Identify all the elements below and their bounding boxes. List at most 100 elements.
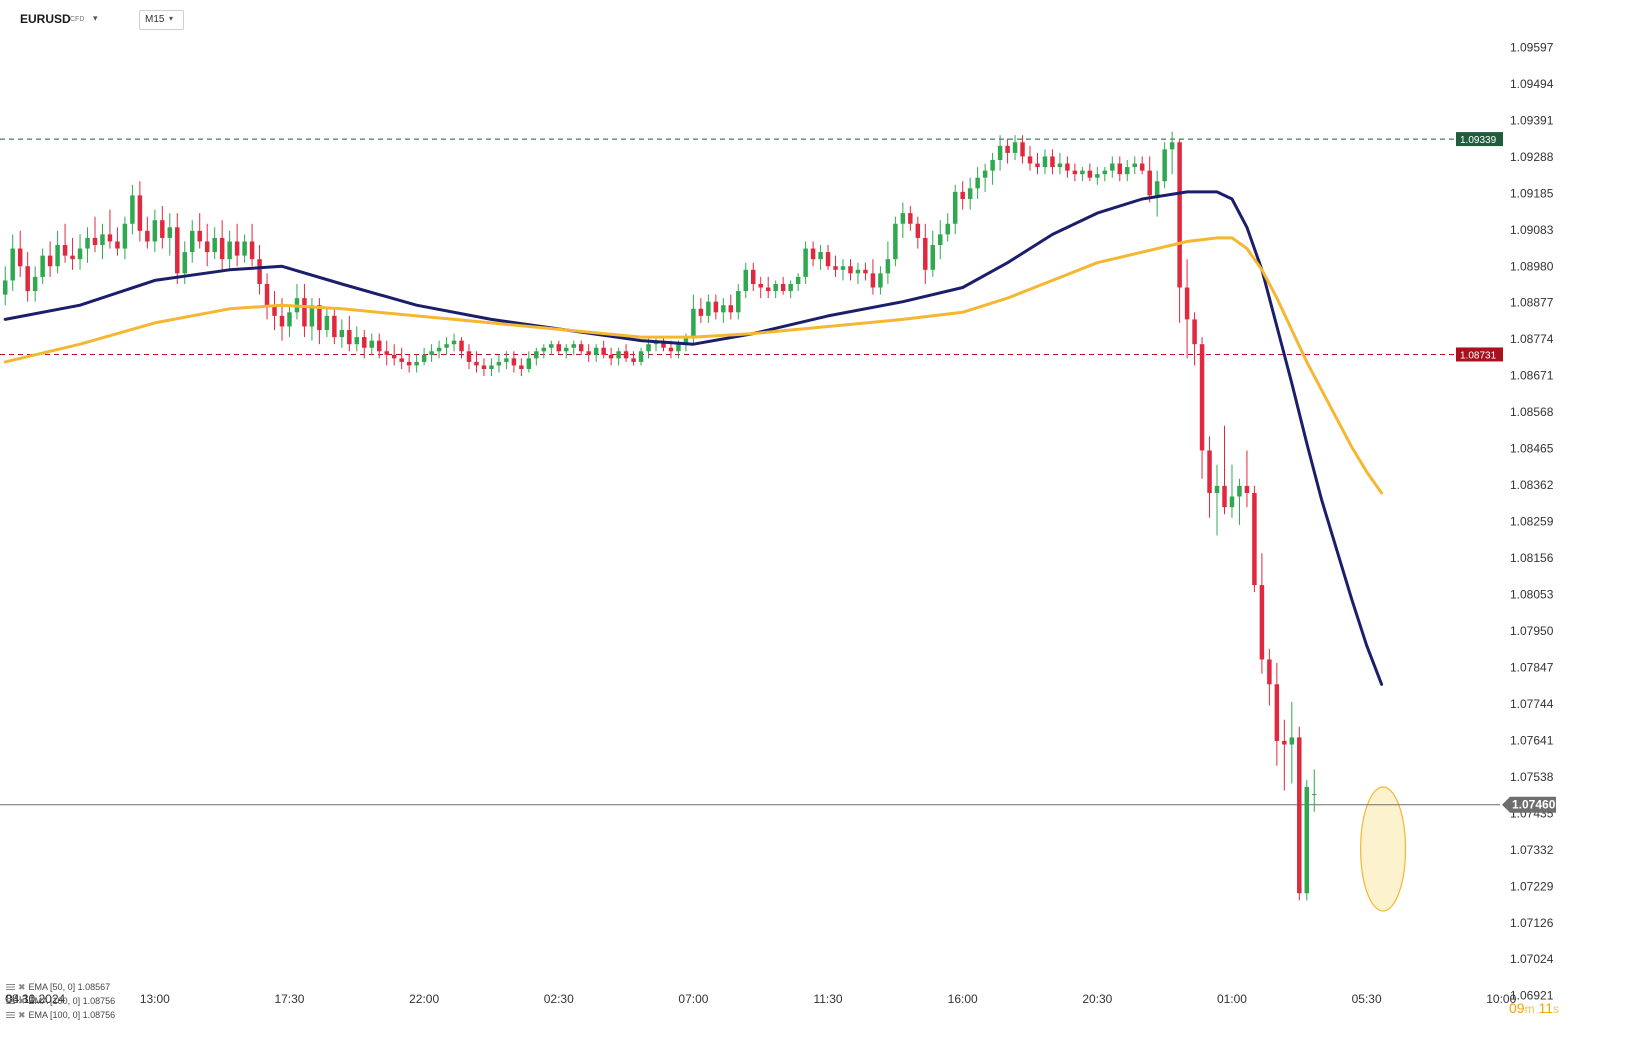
timeframe-label: M15	[145, 14, 165, 25]
candle-body	[77, 248, 83, 260]
indicator-settings-icon[interactable]	[6, 984, 15, 991]
candle-bull	[2, 266, 8, 306]
chevron-down-icon[interactable]: ▾	[93, 13, 98, 23]
candle-body	[825, 252, 831, 267]
indicator-legend-item[interactable]: ✖ EMA [50, 0] 1.08567	[6, 982, 115, 996]
candle-bull	[795, 273, 801, 292]
candle-body	[317, 305, 322, 331]
candle-body	[287, 312, 292, 327]
time-tick-label: 04.11.2024	[6, 992, 65, 1006]
candle-body	[893, 223, 898, 260]
candle-body	[803, 248, 808, 277]
candle-body	[1154, 181, 1160, 196]
candle-bear	[765, 276, 771, 299]
timeframe-dropdown[interactable]: M15 ▾	[139, 10, 184, 30]
candle-body	[1282, 740, 1287, 745]
candle-body	[818, 252, 823, 260]
remove-indicator-icon[interactable]: ✖	[18, 1010, 26, 1020]
candle-bear	[137, 181, 143, 242]
candle-body	[137, 195, 143, 231]
candle-bull	[938, 220, 943, 260]
price-tick-label: 1.09185	[1510, 187, 1554, 201]
candle-bull	[967, 177, 973, 210]
candle-bull	[489, 358, 494, 377]
candle-bull	[421, 347, 427, 366]
candle-bear	[923, 223, 928, 284]
candle-body	[152, 220, 158, 242]
indicator-legend-item[interactable]: ✖ EMA [100, 0] 1.08756	[6, 996, 115, 1010]
candle-body	[1177, 142, 1182, 288]
candle-bear	[197, 213, 202, 249]
indicator-label: EMA [100, 0] 1.08756	[28, 996, 116, 1006]
candle-bull	[504, 351, 509, 369]
remove-indicator-icon[interactable]: ✖	[18, 982, 26, 992]
time-tick-label: 13:00	[140, 992, 170, 1006]
candle-body	[55, 245, 60, 267]
indicator-label: EMA [50, 0] 1.08567	[28, 982, 111, 992]
candle-bear	[1050, 149, 1055, 175]
candle-body	[982, 170, 988, 178]
candle-body	[339, 330, 345, 338]
candle-bull	[429, 344, 434, 362]
candle-bear	[631, 351, 636, 366]
indicator-settings-icon[interactable]	[6, 1012, 15, 1019]
candle-bear	[47, 241, 53, 277]
candle-body	[863, 269, 868, 274]
current-price-badge: 1.07460	[1502, 796, 1556, 813]
candle-body	[1102, 170, 1108, 175]
price-tick-label: 1.08053	[1510, 588, 1554, 602]
candle-bear	[474, 351, 479, 373]
candle-body	[496, 361, 502, 366]
candle-bear	[1297, 726, 1302, 901]
candle-bull	[616, 347, 621, 366]
candle-body	[1192, 319, 1197, 345]
badge-shape	[1456, 132, 1503, 147]
price-tick-label: 1.08568	[1510, 405, 1554, 419]
time-tick-label: 10:00	[1486, 992, 1516, 1006]
candle-body	[698, 308, 704, 316]
candle-body	[115, 241, 120, 249]
price-tick-label: 1.07950	[1510, 624, 1554, 638]
candle-bull	[32, 266, 38, 302]
candle-bear	[511, 351, 517, 373]
candle-bear	[1005, 138, 1010, 164]
candle-body	[638, 351, 644, 362]
candle-bear	[219, 220, 225, 270]
candle-body	[1110, 163, 1115, 171]
candle-body	[25, 266, 30, 292]
candle-body	[160, 220, 165, 238]
candle-bull	[952, 184, 958, 235]
candle-bull	[324, 308, 330, 338]
candle-bull	[997, 135, 1003, 171]
price-tick-label: 1.07332	[1510, 843, 1554, 857]
candle-body	[1199, 344, 1205, 451]
candle-body	[189, 230, 195, 253]
price-tick-label: 1.09597	[1510, 41, 1554, 55]
candle-body	[526, 358, 532, 369]
candle-body	[332, 315, 337, 338]
remove-indicator-icon[interactable]: ✖	[18, 996, 26, 1006]
candle-body	[691, 308, 696, 338]
indicator-settings-icon[interactable]	[6, 998, 15, 1005]
candle-bull	[40, 248, 45, 284]
candle-body	[1080, 170, 1085, 175]
candle-bull	[736, 283, 741, 320]
candle-body	[406, 361, 412, 366]
candle-body	[242, 241, 247, 256]
time-tick-label: 05:30	[1352, 992, 1382, 1006]
candle-bear	[1147, 156, 1152, 203]
candle-body	[279, 315, 285, 327]
candle-body	[47, 255, 53, 267]
candle-body	[444, 344, 449, 348]
candle-bear	[160, 206, 165, 249]
symbol-selector[interactable]: EURUSD	[20, 12, 71, 26]
countdown-minutes-unit: m	[1524, 1002, 1535, 1016]
candle-bull	[653, 337, 659, 352]
candle-body	[840, 266, 846, 270]
candle-body	[900, 213, 906, 224]
candle-body	[227, 241, 232, 260]
indicator-legend-item[interactable]: ✖ EMA [100, 0] 1.08756	[6, 1010, 115, 1024]
price-tick-label: 1.09494	[1510, 77, 1554, 91]
